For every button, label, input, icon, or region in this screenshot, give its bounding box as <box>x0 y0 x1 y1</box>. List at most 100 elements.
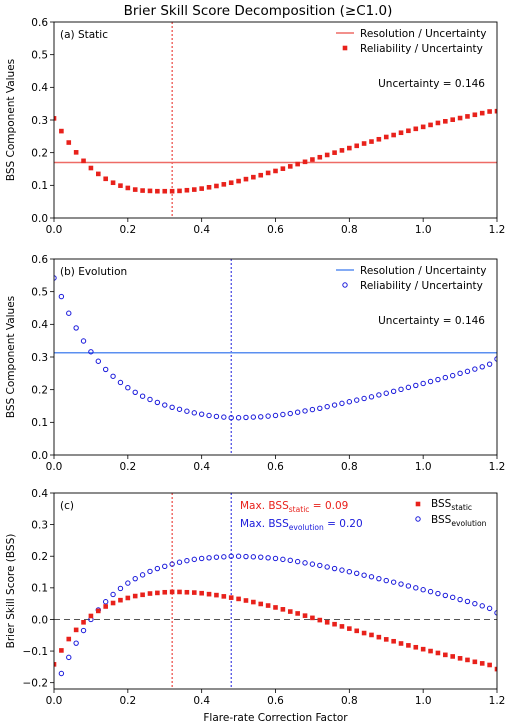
bss-static-point <box>81 619 86 625</box>
bss-evolution-point <box>354 570 360 576</box>
reliability-point <box>80 338 87 344</box>
bss-static-point <box>457 656 463 661</box>
bss-evolution-point <box>427 588 434 595</box>
reliability-point <box>405 384 412 391</box>
reliability-point <box>110 373 116 379</box>
reliability-point <box>213 413 220 420</box>
axes-frame <box>53 492 498 690</box>
reliability-point <box>435 120 441 126</box>
bss-static-point <box>243 598 249 603</box>
reliability-point <box>191 410 197 416</box>
reliability-point <box>221 182 227 187</box>
reliability-point <box>139 393 146 399</box>
reliability-point <box>251 174 256 180</box>
plot-area <box>54 493 497 689</box>
reliability-point <box>406 128 411 134</box>
x-tick-label: 0.2 <box>119 461 136 473</box>
bss-static-point <box>236 596 241 602</box>
reliability-point <box>347 145 352 151</box>
reliability-point <box>413 382 419 389</box>
x-tick-label: 0.0 <box>46 461 63 473</box>
x-tick-label: 0.2 <box>119 695 136 707</box>
legend-marker <box>415 516 421 522</box>
reliability-point <box>443 119 448 124</box>
bss-static-point <box>273 605 278 610</box>
bss-static-point <box>59 648 64 653</box>
bss-evolution-point <box>398 581 404 587</box>
bss-evolution-point <box>176 559 183 565</box>
reliability-point <box>361 395 367 402</box>
y-tick-label: 0.0 <box>31 213 48 225</box>
bss-evolution-point <box>376 575 382 582</box>
bss-evolution-point <box>339 567 345 573</box>
bss-static-point <box>251 599 256 605</box>
x-tick-label: 1.2 <box>489 695 506 707</box>
bss-evolution-point <box>235 553 242 559</box>
bss-evolution-point <box>154 565 161 572</box>
reliability-point <box>132 389 138 395</box>
bss-evolution-point <box>132 575 138 582</box>
reliability-point <box>214 183 219 189</box>
plot-area <box>54 259 497 455</box>
reliability-point <box>450 117 455 122</box>
y-tick-label: 0.2 <box>31 147 48 159</box>
reliability-point <box>221 414 227 420</box>
bss-evolution-point <box>272 555 279 562</box>
y-tick-label: 0.5 <box>31 286 48 298</box>
bss-static-point <box>376 634 382 640</box>
bss-evolution-point <box>228 553 234 559</box>
bss-evolution-point <box>405 583 412 589</box>
reliability-point <box>383 390 389 396</box>
bss-static-point <box>302 613 308 618</box>
reliability-point <box>258 414 264 420</box>
bss-evolution-point <box>213 554 220 560</box>
bss-static-point <box>118 597 123 603</box>
reliability-point <box>413 126 419 132</box>
reliability-point <box>88 165 94 171</box>
y-tick-label: 0.3 <box>31 115 48 127</box>
reliability-point <box>428 122 433 128</box>
y-axis-label: BSS Component Values <box>5 296 17 418</box>
reliability-point <box>354 143 360 149</box>
x-tick-label: 1.2 <box>489 224 506 236</box>
reliability-point <box>317 154 323 160</box>
reliability-point <box>486 361 493 367</box>
reliability-point <box>464 368 471 375</box>
reliability-point <box>81 158 86 164</box>
y-tick-label: 0.2 <box>31 551 48 563</box>
bss-evolution-point <box>280 556 286 563</box>
bss-static-point <box>110 600 116 606</box>
bss-static-point <box>140 592 145 598</box>
bss-evolution-point <box>184 557 190 564</box>
legend-label: Reliability / Uncertainty <box>360 280 483 292</box>
panel-2: 0.0 0.2 0.4 0.6 0.8 1.0 1.2 0.0 0.1 0.2 0.3 0.4 0.5 0… <box>5 254 505 473</box>
reliability-point <box>243 176 249 182</box>
reliability-point <box>472 112 478 118</box>
y-tick-label: 0.1 <box>31 583 48 595</box>
reliability-point <box>420 124 426 130</box>
bss-evolution-point <box>346 569 353 575</box>
bss-evolution-point <box>324 564 330 570</box>
x-axis-label: Flare-rate Correction Factor <box>203 712 348 724</box>
panel-label: (b) Evolution <box>60 266 127 278</box>
bss-evolution-point <box>73 640 79 646</box>
bss-evolution-point <box>139 572 146 578</box>
bss-static-point <box>280 607 286 612</box>
bss-static-point <box>420 646 426 652</box>
bss-static-point <box>214 592 219 598</box>
x-tick-label: 0.6 <box>267 461 284 473</box>
y-tick-label: 0.1 <box>31 180 48 192</box>
x-tick-label: 0.4 <box>193 695 210 707</box>
bss-evolution-point <box>464 598 471 605</box>
bss-evolution-point <box>250 554 257 560</box>
reliability-point <box>155 188 160 194</box>
bss-evolution-point <box>383 577 389 584</box>
reliability-point <box>494 108 497 114</box>
figure-title: Brier Skill Score Decomposition (≥C1.0) <box>124 3 393 19</box>
bss-static-point <box>310 615 315 621</box>
bss-evolution-point <box>486 605 493 612</box>
bss-static-point <box>406 643 411 648</box>
max-bss-evolution-annotation: Max. BSSevolution = 0.20 <box>240 518 363 532</box>
reliability-point <box>88 349 94 355</box>
bss-evolution-point <box>58 670 65 677</box>
